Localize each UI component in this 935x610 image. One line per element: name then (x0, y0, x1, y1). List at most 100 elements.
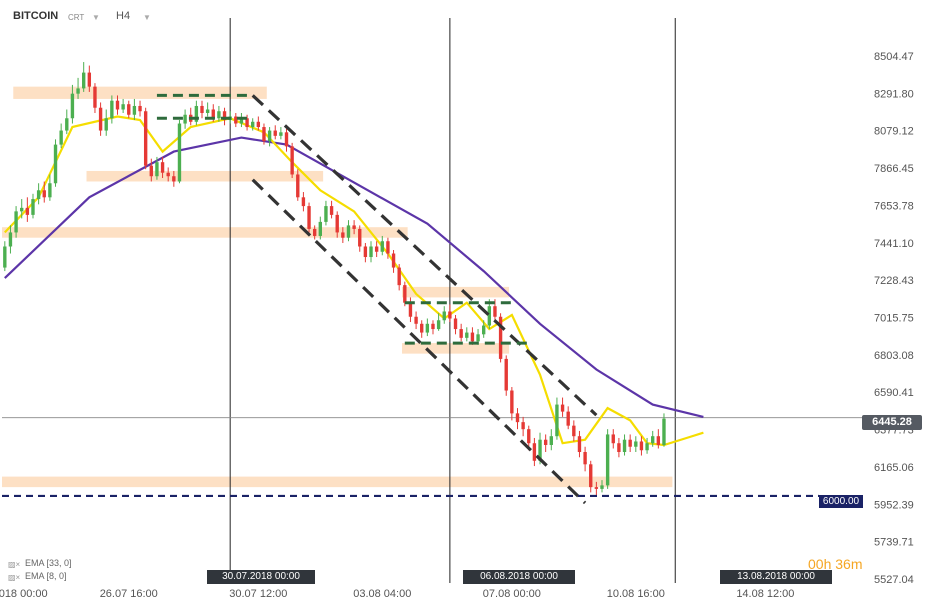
y-tick-label: 8079.12 (874, 126, 914, 138)
candle-body (25, 207, 30, 215)
candle-body (284, 132, 289, 147)
candle-body (476, 334, 480, 342)
candle-body (104, 118, 108, 131)
indicator-icon: ▨× (8, 573, 21, 582)
candle-body (251, 121, 255, 128)
candle-body (42, 190, 46, 198)
candle-body (155, 162, 159, 177)
candle-body (363, 246, 368, 258)
candle-body (605, 434, 610, 486)
candle-body (143, 111, 148, 166)
candle-body (436, 320, 441, 330)
candle-body (470, 332, 475, 342)
candle-body (132, 105, 137, 115)
candle-body (76, 88, 80, 94)
candle-body (177, 123, 182, 182)
candle-body (121, 104, 125, 110)
channel-line (251, 94, 598, 417)
candle-body (222, 111, 227, 121)
candle-body (194, 105, 199, 122)
candle-body (594, 487, 599, 489)
candle-body (48, 183, 52, 198)
candle-body (346, 225, 351, 238)
candle-body (448, 311, 452, 319)
legend-label: EMA [33, 0] (25, 558, 72, 568)
candle-body (622, 439, 627, 453)
legend-item-ema8[interactable]: ▨× EMA [8, 0] (8, 571, 67, 582)
candle-body (318, 221, 322, 236)
candle-body (183, 114, 187, 124)
candle-body (555, 404, 559, 437)
candle-body (205, 109, 210, 113)
candle-body (566, 411, 570, 426)
candle-body (273, 130, 277, 136)
candle-body (329, 206, 334, 215)
date-marker: 13.08.2018 00:00 (720, 570, 832, 584)
legend-item-ema33[interactable]: ▨× EMA [33, 0] (8, 558, 72, 569)
y-tick-label: 7441.10 (874, 238, 914, 250)
candle-body (87, 72, 92, 87)
y-tick-label: 8504.47 (874, 51, 914, 63)
candle-body (324, 206, 328, 222)
date-marker: 30.07.2018 00:00 (207, 570, 315, 584)
zone-rect (13, 86, 267, 99)
candle-body (527, 429, 531, 444)
candle-body (59, 130, 63, 145)
indicator-icon: ▨× (8, 560, 21, 569)
candle-body (572, 425, 576, 437)
candle-body (397, 267, 401, 286)
candle-body (279, 132, 283, 136)
ema-line (4, 136, 704, 418)
candle-body (93, 86, 97, 108)
y-tick-label: 7228.43 (874, 275, 914, 287)
candle-body (420, 323, 424, 333)
y-tick-label: 6590.41 (874, 387, 914, 399)
candle-body (583, 452, 587, 465)
x-tick-label: 10.08 16:00 (607, 588, 665, 600)
current-price-tag: 6445.28 (862, 415, 922, 430)
candle-body (662, 418, 666, 445)
candle-body (628, 439, 632, 447)
candle-body (358, 228, 362, 247)
chevron-down-icon[interactable]: ▼ (143, 13, 151, 22)
zone-rect (86, 170, 324, 182)
candle-body (374, 246, 379, 252)
candle-body (425, 323, 430, 333)
candle-body (543, 439, 548, 445)
candle-body (70, 93, 75, 119)
candle-body (408, 302, 413, 317)
candle-body (453, 318, 458, 330)
candle-timer: 00h 36m (808, 556, 863, 572)
candle-body (239, 118, 244, 124)
candle-body (391, 253, 396, 268)
ema-line (4, 115, 704, 447)
candle-body (538, 439, 542, 461)
candle-body (611, 434, 615, 444)
candle-body (31, 199, 35, 215)
candle-body (498, 316, 503, 359)
x-tick-label: 07.08 00:00 (483, 588, 541, 600)
support-level-tag[interactable]: 6000.00 (819, 495, 863, 508)
candle-body (3, 246, 7, 268)
y-tick-label: 7866.45 (874, 163, 914, 175)
candle-body (172, 176, 176, 182)
zone-rect (2, 227, 408, 238)
candle-body (341, 232, 345, 238)
candle-body (589, 464, 593, 488)
candle-body (14, 211, 18, 233)
candle-body (459, 329, 463, 338)
candle-body (65, 118, 69, 131)
chevron-down-icon[interactable]: ▼ (92, 13, 100, 22)
candle-body (8, 232, 13, 247)
chart-type-selector[interactable]: CRT (68, 13, 85, 22)
candle-body (504, 358, 508, 391)
symbol-label[interactable]: BITCOIN (13, 10, 59, 22)
candle-body (267, 130, 272, 142)
candle-body (166, 172, 170, 177)
date-marker: 06.08.2018 00:00 (463, 570, 575, 584)
y-tick-label: 5527.04 (874, 574, 914, 586)
timeframe-selector[interactable]: H4 (116, 10, 131, 22)
candle-body (110, 100, 114, 119)
y-tick-label: 5739.71 (874, 537, 914, 549)
